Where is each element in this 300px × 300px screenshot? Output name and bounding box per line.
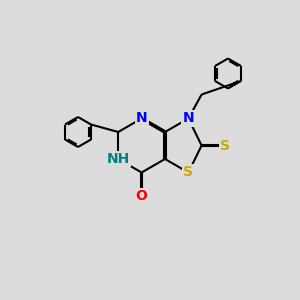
Text: S: S (183, 166, 194, 179)
Text: O: O (136, 190, 148, 203)
Text: N: N (136, 112, 147, 125)
Text: NH: NH (106, 152, 130, 166)
Text: S: S (220, 139, 230, 152)
Text: N: N (183, 112, 194, 125)
